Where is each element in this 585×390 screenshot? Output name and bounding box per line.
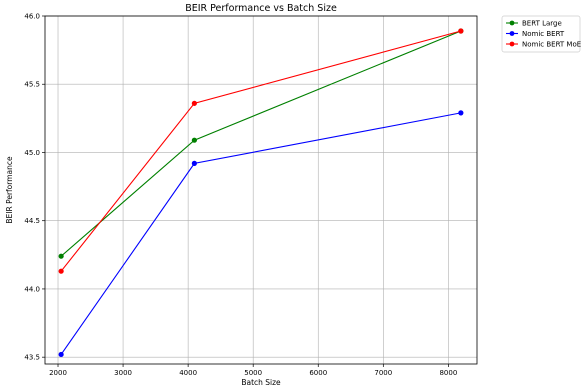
y-tick-label: 46.0 — [24, 13, 40, 21]
y-tick-label: 43.5 — [24, 354, 40, 362]
legend-swatch-marker — [509, 20, 515, 26]
x-tick-label: 6000 — [309, 369, 327, 377]
legend-swatch-marker — [509, 41, 515, 47]
data-point — [191, 100, 197, 106]
x-axis-label: Batch Size — [241, 378, 281, 387]
y-tick-label: 45.0 — [24, 149, 40, 157]
chart-title: BEIR Performance vs Batch Size — [185, 3, 337, 14]
y-tick-label: 45.5 — [24, 81, 40, 89]
data-point — [191, 160, 197, 166]
data-point — [191, 137, 197, 143]
y-tick-label: 44.0 — [24, 285, 40, 293]
plot-area — [45, 16, 477, 364]
x-tick-label: 8000 — [439, 369, 457, 377]
legend: BERT Large Nomic BERT Nomic BERT MoE — [501, 15, 581, 53]
legend-label: Nomic BERT MoE — [522, 41, 581, 49]
plot-frame — [44, 15, 478, 365]
x-tick-label: 5000 — [244, 369, 262, 377]
series-group — [58, 28, 464, 358]
legend-label: Nomic BERT — [522, 30, 565, 38]
y-axis-label: BEIR Performance — [5, 156, 14, 224]
data-point — [458, 110, 464, 116]
x-tick-label: 3000 — [114, 369, 132, 377]
y-tick-label: 44.5 — [24, 217, 40, 225]
legend-box — [501, 15, 581, 53]
data-point — [458, 28, 464, 34]
data-point — [58, 253, 64, 259]
axis-ticks: 2000 3000 4000 5000 6000 7000 8000 43.5 44.0 44.5… — [24, 13, 457, 378]
legend-label: BERT Large — [522, 20, 562, 28]
x-tick-label: 7000 — [374, 369, 392, 377]
data-point — [58, 268, 64, 274]
data-point — [58, 351, 64, 358]
x-tick-label: 2000 — [49, 369, 67, 377]
x-tick-label: 4000 — [179, 369, 197, 377]
legend-swatch-marker — [509, 31, 515, 36]
